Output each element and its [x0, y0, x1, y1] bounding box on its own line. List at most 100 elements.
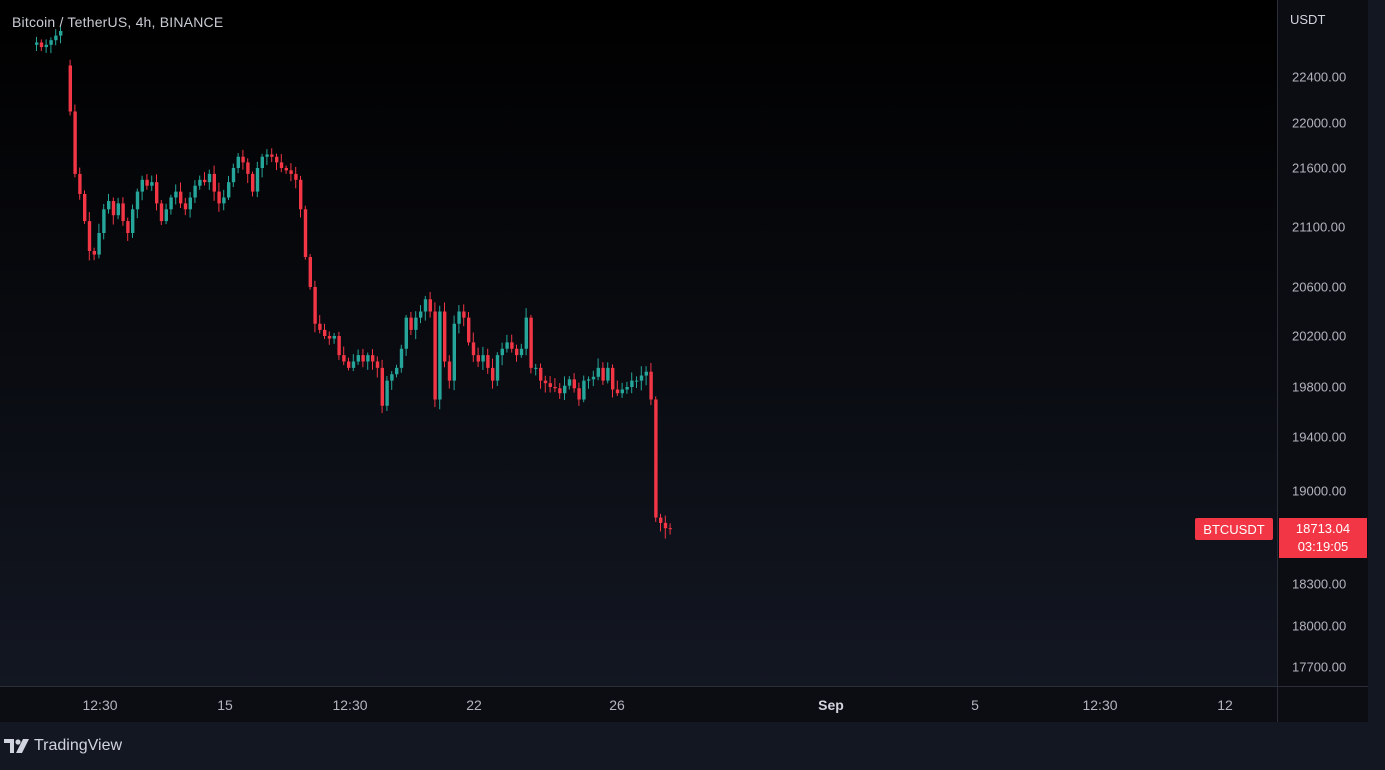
candle [563, 376, 567, 401]
axis-corner [1277, 686, 1368, 723]
candle [217, 182, 221, 212]
candle [188, 192, 192, 218]
candle [351, 354, 356, 372]
candle [582, 375, 586, 403]
candle [663, 515, 668, 539]
candle [246, 158, 250, 184]
candle [59, 26, 63, 44]
candle [145, 174, 149, 190]
candle [299, 175, 303, 218]
candle [577, 382, 581, 406]
candle [159, 200, 164, 226]
price-tick-label: 21600.00 [1292, 160, 1347, 176]
candle [39, 39, 44, 52]
candle [193, 180, 197, 203]
price-tick-label: 22400.00 [1292, 69, 1347, 85]
candle [207, 169, 212, 190]
candle [553, 378, 557, 393]
candle [371, 349, 375, 370]
candle [438, 305, 442, 410]
candle [236, 153, 240, 174]
candle [111, 197, 116, 225]
candle [318, 315, 322, 334]
candle [462, 304, 466, 327]
candle [390, 371, 394, 390]
time-tick-label: 22 [466, 697, 482, 713]
candle [183, 197, 188, 216]
candle [625, 381, 629, 394]
candle [423, 295, 428, 321]
tradingview-logo-text: TradingView [34, 737, 123, 754]
current-price: 18713.04 [1295, 521, 1351, 536]
bar-countdown: 03:19:05 [1297, 539, 1349, 554]
time-tick-label: 5 [971, 697, 979, 713]
currency-label[interactable]: USDT [1290, 12, 1326, 27]
price-axis[interactable]: USDT 22400.00 22000.00 21600.00 21100.00 206… [1277, 0, 1368, 686]
candle [591, 370, 596, 387]
candle [342, 346, 346, 366]
candle [275, 153, 279, 171]
candle [155, 174, 159, 211]
candle [102, 203, 106, 240]
candle [179, 182, 183, 209]
candle [399, 344, 404, 373]
candle [92, 247, 96, 261]
candle [495, 352, 500, 386]
candle [227, 175, 231, 201]
price-tick-label: 18000.00 [1292, 618, 1347, 634]
candle [131, 204, 135, 238]
candle [347, 357, 351, 371]
candle [630, 372, 634, 394]
candle [548, 376, 552, 393]
candle [395, 364, 399, 378]
candle [529, 314, 533, 374]
price-tick-label: 20200.00 [1292, 328, 1347, 344]
candle [308, 254, 312, 290]
candle [121, 197, 125, 226]
candle [510, 334, 514, 353]
price-tick-label: 19400.00 [1292, 429, 1347, 445]
candle [97, 223, 101, 259]
candle [203, 172, 207, 186]
candle [659, 513, 663, 532]
candle [615, 380, 620, 396]
candle [649, 363, 653, 406]
candle [44, 39, 48, 53]
candle [327, 331, 332, 345]
candle [135, 188, 140, 219]
time-tick-label: 26 [609, 697, 625, 713]
candle [174, 184, 178, 205]
candle [443, 302, 447, 368]
candle [447, 355, 452, 389]
tradingview-logo[interactable]: TradingView [4, 737, 122, 755]
candle [606, 362, 610, 384]
candle [107, 193, 111, 214]
candle [419, 305, 423, 324]
symbol-legend[interactable]: Bitcoin / TetherUS, 4h, BINANCE [12, 14, 224, 30]
candle [611, 364, 615, 398]
current-price-tag: 18713.04 03:19:05 [1279, 518, 1367, 558]
time-tick-label: 12:30 [332, 697, 368, 713]
candle [519, 343, 524, 358]
candle [332, 333, 336, 344]
footer-bar [0, 722, 1385, 770]
candle [73, 104, 77, 178]
candle [587, 376, 591, 389]
candle [270, 148, 274, 163]
time-axis[interactable]: 12:30 15 12:30 22 26 Sep 5 12:30 12 [0, 686, 1277, 723]
candle [337, 331, 341, 360]
candle [380, 359, 384, 414]
candle [486, 348, 490, 374]
candle [150, 175, 154, 191]
candle [140, 175, 144, 201]
price-tick-label: 19800.00 [1292, 379, 1347, 395]
candle [644, 366, 648, 386]
candlestick-chart [35, 26, 672, 539]
candle [505, 334, 509, 353]
candle [260, 153, 264, 178]
candle [251, 171, 255, 197]
time-tick-label: 12:30 [82, 697, 118, 713]
candle [126, 217, 130, 241]
candle [87, 212, 92, 261]
chart-area[interactable]: Bitcoin / TetherUS, 4h, BINANCE BTCUSDT [0, 0, 1277, 686]
